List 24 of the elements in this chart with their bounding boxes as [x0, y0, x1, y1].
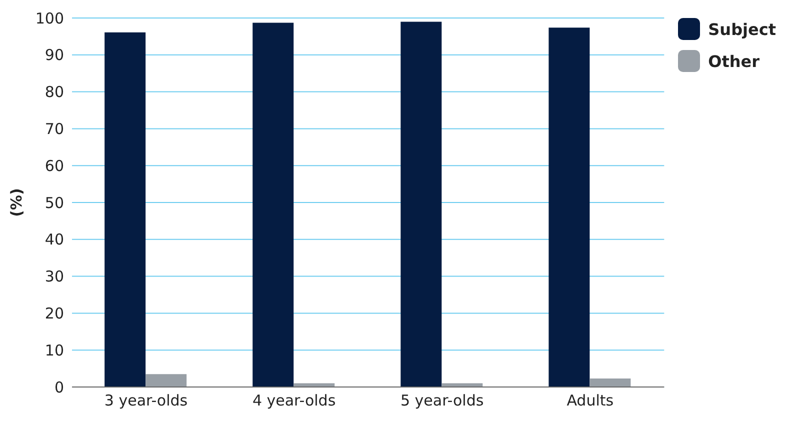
bar	[400, 22, 442, 387]
y-axis-title: (%)	[7, 188, 26, 217]
y-tick-label: 50	[44, 194, 64, 212]
x-tick-label: Adults	[566, 392, 614, 410]
bar	[590, 378, 631, 387]
y-tick-label: 30	[44, 268, 64, 286]
legend-label: Subject	[708, 20, 776, 38]
legend-label: Other	[708, 52, 760, 70]
bar	[548, 28, 590, 387]
y-tick-label: 40	[44, 230, 64, 249]
bar	[104, 32, 146, 387]
y-tick-label: 10	[44, 341, 64, 360]
y-tick-label: 100	[35, 9, 64, 28]
x-tick-label: 5 year-olds	[400, 392, 484, 410]
y-tick-label: 80	[44, 83, 64, 102]
x-tick-label: 3 year-olds	[104, 392, 188, 410]
bar	[252, 22, 294, 387]
y-tick-label: 70	[44, 120, 64, 138]
x-tick-label: 4 year-olds	[252, 392, 336, 410]
y-tick-label: 60	[44, 156, 64, 175]
y-tick-label: 0	[54, 378, 64, 396]
y-tick-label: 20	[44, 304, 64, 323]
bar	[146, 374, 187, 387]
y-tick-label: 90	[44, 46, 64, 64]
